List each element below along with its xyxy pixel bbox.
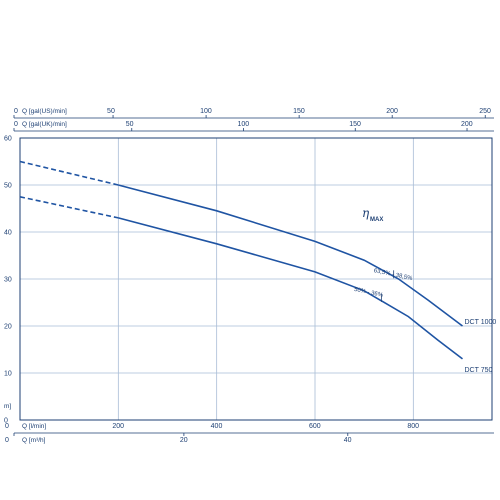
top-uk-tick-label: 0 xyxy=(14,121,18,128)
y-tick-label: 30 xyxy=(4,277,12,284)
y-tick-label: 60 xyxy=(4,136,12,143)
bottom-m3h-tick-label: 40 xyxy=(344,437,352,444)
y-axis-label: m] xyxy=(4,403,11,410)
bottom-m3h-tick-label: 20 xyxy=(180,437,188,444)
bottom-lmin-tick-label: 0 xyxy=(5,423,9,430)
top-us-tick-label: 50 xyxy=(107,108,115,115)
top-uk-axis-label: Q [gal(UK)/min] xyxy=(22,121,67,128)
y-tick-label: 0 xyxy=(4,418,8,425)
bottom-m3h-tick-label: 0 xyxy=(5,437,9,444)
bottom-lmin-tick-label: 400 xyxy=(211,423,223,430)
bottom-lmin-tick-label: 600 xyxy=(309,423,321,430)
y-tick-label: 10 xyxy=(4,371,12,378)
bottom-m3h-axis-label: Q [m³/h] xyxy=(22,437,46,444)
y-tick-label: 50 xyxy=(4,183,12,190)
top-us-axis-label: Q [gal(US)/min] xyxy=(22,108,67,115)
top-us-tick-label: 0 xyxy=(14,108,18,115)
series-line xyxy=(118,184,463,327)
y-tick-label: 20 xyxy=(4,324,12,331)
top-us-tick-label: 100 xyxy=(200,108,212,115)
bottom-lmin-tick-label: 800 xyxy=(407,423,419,430)
chart-series xyxy=(19,160,463,360)
top-uk-tick-label: 50 xyxy=(126,121,134,128)
series-dashed-line xyxy=(19,160,119,186)
efficiency-annotation: 50% - 36% xyxy=(353,287,384,299)
eta-symbol: η xyxy=(362,206,370,220)
top-uk-tick-label: 150 xyxy=(349,121,361,128)
top-us-tick-label: 150 xyxy=(293,108,305,115)
series-dashed-line xyxy=(19,196,119,219)
series-name-label: DCT 750 xyxy=(465,367,493,374)
top-uk-tick-label: 200 xyxy=(461,121,473,128)
top-us-tick-label: 250 xyxy=(479,108,491,115)
eta-subscript: MAX xyxy=(370,217,383,223)
chart-grid xyxy=(20,137,492,420)
bottom-lmin-axis-label: Q [l/min] xyxy=(22,423,46,430)
top-uk-tick-label: 100 xyxy=(238,121,250,128)
bottom-lmin-tick-label: 200 xyxy=(112,423,124,430)
top-us-tick-label: 200 xyxy=(386,108,398,115)
y-tick-label: 40 xyxy=(4,230,12,237)
series-name-label: DCT 1000 xyxy=(465,319,497,326)
series-line xyxy=(118,217,463,360)
plot-frame xyxy=(19,137,493,421)
